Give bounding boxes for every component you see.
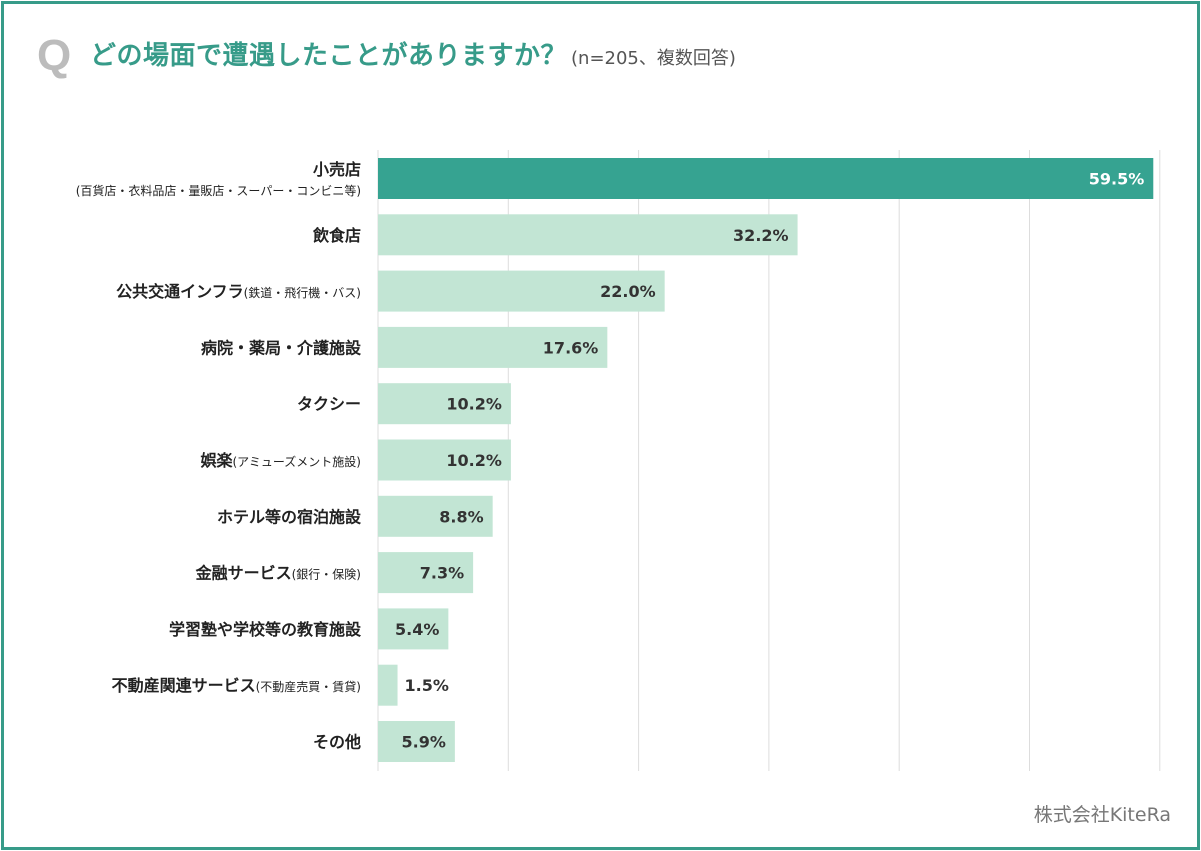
bar [378, 721, 455, 762]
category-label-main: 不動産関連サービス [112, 676, 256, 695]
value-label: 8.8% [439, 507, 483, 526]
bar [378, 439, 511, 481]
category-label-note: (不動産売買・賃貸) [256, 679, 361, 694]
value-label: 32.2% [733, 226, 789, 245]
value-label: 7.3% [420, 564, 464, 583]
category-label: ホテル等の宿泊施設 [217, 507, 362, 526]
category-label: 病院・薬局・介護施設 [201, 338, 362, 357]
category-label-main: 公共交通インフラ [116, 282, 244, 301]
bar [378, 495, 493, 537]
q-mark: Q [37, 31, 72, 80]
category-label-main: タクシー [297, 395, 361, 414]
category-sublabel: (百貨店・衣料品店・量販店・スーパー・コンビニ等) [76, 183, 361, 198]
category-label-main: ホテル等の宿泊施設 [217, 507, 362, 526]
category-label-main: 飲食店 [312, 226, 361, 245]
value-label: 1.5% [405, 676, 449, 695]
bar [378, 552, 474, 594]
category-label: 娯楽(アミューズメント施設) [200, 451, 361, 470]
category-label: 不動産関連サービス(不動産売買・賃貸) [112, 676, 361, 695]
bar [378, 383, 511, 425]
header: Q どの場面で遭遇したことがありますか？ (n=205、複数回答) [0, 0, 1201, 110]
category-label: 学習塾や学校等の教育施設 [169, 620, 362, 639]
sample-note: (n=205、複数回答) [571, 48, 736, 69]
bar [378, 158, 1154, 199]
category-label-main: 病院・薬局・介護施設 [201, 338, 362, 357]
category-label: その他 [313, 733, 361, 752]
category-label: 小売店 [313, 160, 361, 179]
bar [378, 214, 798, 256]
category-label: タクシー [297, 395, 361, 414]
category-label-main: 娯楽 [200, 451, 233, 470]
value-label: 59.5% [1089, 170, 1145, 189]
chart-title: どの場面で遭遇したことがありますか？ (n=205、複数回答) [90, 43, 736, 69]
category-label: 飲食店 [312, 226, 361, 245]
category-label-note: (銀行・保険) [292, 568, 361, 582]
value-label: 10.2% [446, 395, 502, 414]
value-label: 17.6% [543, 338, 599, 357]
category-label-note: (アミューズメント施設) [232, 454, 361, 469]
footer-credit: 株式会社KiteRa [1033, 804, 1171, 826]
bar [378, 270, 665, 312]
value-label: 10.2% [446, 451, 502, 470]
value-label: 22.0% [600, 282, 656, 301]
value-label: 5.4% [395, 620, 439, 639]
category-label-main: 金融サービス [195, 564, 292, 583]
category-label: 公共交通インフラ(鉄道・飛行機・バス) [116, 282, 361, 301]
category-label-note: (鉄道・飛行機・バス) [244, 285, 361, 300]
category-label: 金融サービス(銀行・保険) [195, 564, 361, 583]
chart-title-text: どの場面で遭遇したことがありますか？ [90, 41, 568, 71]
category-label-main: 学習塾や学校等の教育施設 [169, 620, 362, 639]
bar [378, 326, 608, 368]
value-label: 5.9% [402, 733, 446, 752]
bar [378, 608, 449, 650]
bar [378, 664, 398, 706]
category-label-main: その他 [313, 733, 361, 752]
